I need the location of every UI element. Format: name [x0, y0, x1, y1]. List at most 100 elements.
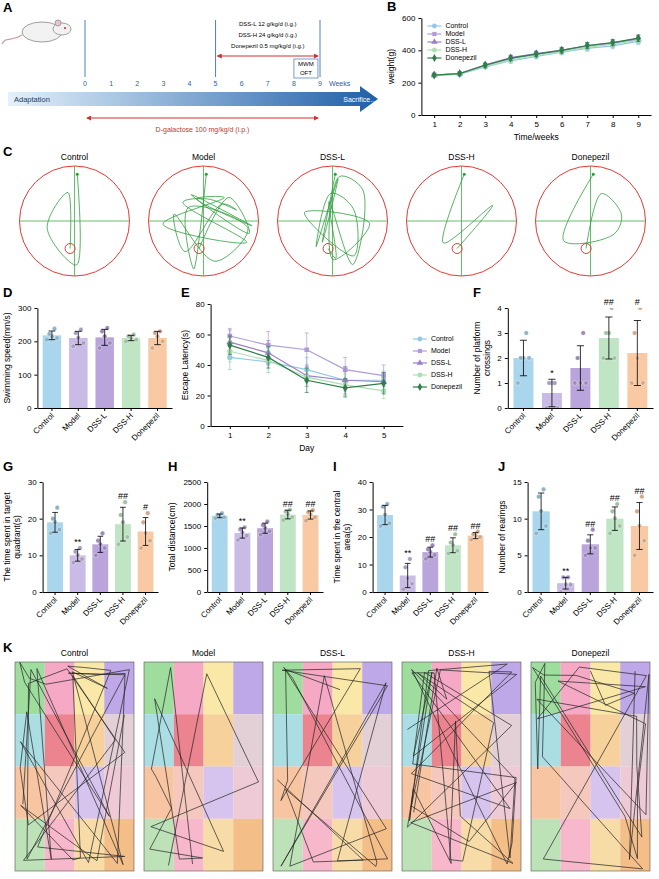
tick-mark	[40, 519, 43, 520]
treatment-label: DSS-H 24 g/kg/d (i.g.)	[238, 32, 297, 38]
arena-cell	[402, 819, 432, 871]
x-axis: ControlModelDSS-LDSS-HDonepezil	[520, 592, 653, 627]
x-axis: ControlModelDSS-LDSS-HDonepezil	[199, 592, 323, 627]
plot: 02040608012345DayEscape Latency(s)Contro…	[180, 300, 462, 453]
tick: Donepezil	[612, 592, 644, 627]
data-point	[534, 531, 539, 536]
arena-cell	[333, 767, 363, 819]
bar	[212, 516, 228, 592]
data-point	[638, 308, 643, 310]
tick-label: 500	[188, 566, 202, 575]
tick: 20	[358, 533, 373, 542]
arena-cell	[233, 767, 263, 819]
tick-mark	[230, 426, 231, 429]
tick-mark	[122, 592, 123, 595]
error-bar	[343, 379, 347, 397]
tick-mark	[40, 482, 43, 483]
tick: 60	[196, 331, 211, 340]
significance-label: ##	[610, 493, 620, 503]
tick: Model	[225, 592, 247, 617]
arena-cell	[402, 662, 432, 714]
tick-label: 10	[358, 561, 367, 570]
tick: 0	[197, 588, 207, 597]
tick-label: 40	[358, 478, 367, 487]
error-bar	[305, 368, 309, 392]
x-axis-title: Day	[299, 443, 315, 453]
tick: 4	[497, 304, 507, 313]
tick-mark	[370, 537, 373, 538]
tick: Control	[199, 592, 224, 620]
plot: 010203040ControlModelDSS-LDSS-HDonepezil…	[332, 478, 489, 627]
data-point	[536, 494, 541, 499]
tick: 5	[517, 551, 527, 560]
arena-cell	[591, 662, 621, 714]
tick-mark	[551, 408, 552, 411]
bar	[234, 533, 250, 592]
point-marker	[304, 347, 309, 352]
tick-label: Model	[60, 411, 82, 433]
tick-label: 3	[483, 120, 488, 129]
tick: 6	[560, 115, 565, 129]
track-title: Donepezil	[572, 648, 610, 658]
panel-label: E	[181, 285, 190, 300]
error-bar	[101, 329, 108, 345]
tick-label: DSS-H	[111, 411, 135, 435]
track-path	[150, 668, 259, 866]
tick-mark	[430, 592, 431, 595]
data-point	[102, 546, 107, 551]
y-axis-title-line: quadrant(s)	[12, 515, 22, 559]
data-point	[97, 346, 102, 351]
arena-cell	[333, 662, 363, 714]
tick-mark	[475, 592, 476, 595]
arena-cell	[591, 819, 621, 871]
tick: 30	[358, 506, 373, 515]
tick: 40	[358, 478, 373, 487]
tick: Model	[60, 408, 82, 433]
bar	[280, 515, 296, 592]
tick-mark	[77, 592, 78, 595]
data-point	[139, 546, 144, 551]
data-point	[73, 549, 78, 554]
data-point	[220, 511, 225, 516]
error-bar	[120, 507, 126, 541]
legend-label: DSS-L	[445, 38, 466, 45]
tick-label: 20	[196, 392, 205, 401]
error-bar	[52, 512, 58, 532]
swim-path	[443, 174, 493, 248]
tick-mark	[208, 335, 211, 336]
error-bar	[75, 331, 82, 344]
tick-mark	[407, 592, 408, 595]
x-axis: ControlModelDSS-LDSS-HDonepezil	[34, 592, 158, 627]
pool	[20, 166, 130, 276]
bar	[257, 528, 273, 592]
test-label: OFT	[300, 70, 312, 76]
arena-cell	[620, 714, 650, 766]
track-path	[20, 662, 130, 864]
arena-cell	[233, 662, 263, 714]
data	[431, 34, 642, 80]
arena-cell	[144, 819, 174, 871]
tick: Donepezil	[118, 592, 150, 627]
error-bar	[587, 535, 593, 554]
data-point	[448, 540, 453, 545]
tick: Control	[520, 592, 545, 620]
tick: 15	[513, 478, 528, 487]
tick-label: 40	[196, 361, 205, 370]
legend-marker	[432, 24, 437, 29]
quadrant-line	[203, 166, 204, 276]
tick-label: 30	[28, 478, 37, 487]
tick-mark	[505, 383, 508, 384]
data-point	[632, 553, 637, 558]
panel-label: F	[473, 285, 481, 300]
bar	[468, 536, 484, 592]
tick-label: DSS-L	[246, 595, 269, 618]
legend-marker	[417, 373, 422, 378]
tick-label: 15	[513, 478, 522, 487]
x-axis: ControlModelDSS-LDSS-HDonepezil	[364, 592, 488, 627]
data-point	[604, 331, 609, 336]
swim-path	[563, 174, 622, 248]
data-point	[609, 308, 614, 310]
treatment-arrow	[218, 56, 318, 57]
data	[212, 507, 319, 592]
arena-cell	[233, 714, 263, 766]
